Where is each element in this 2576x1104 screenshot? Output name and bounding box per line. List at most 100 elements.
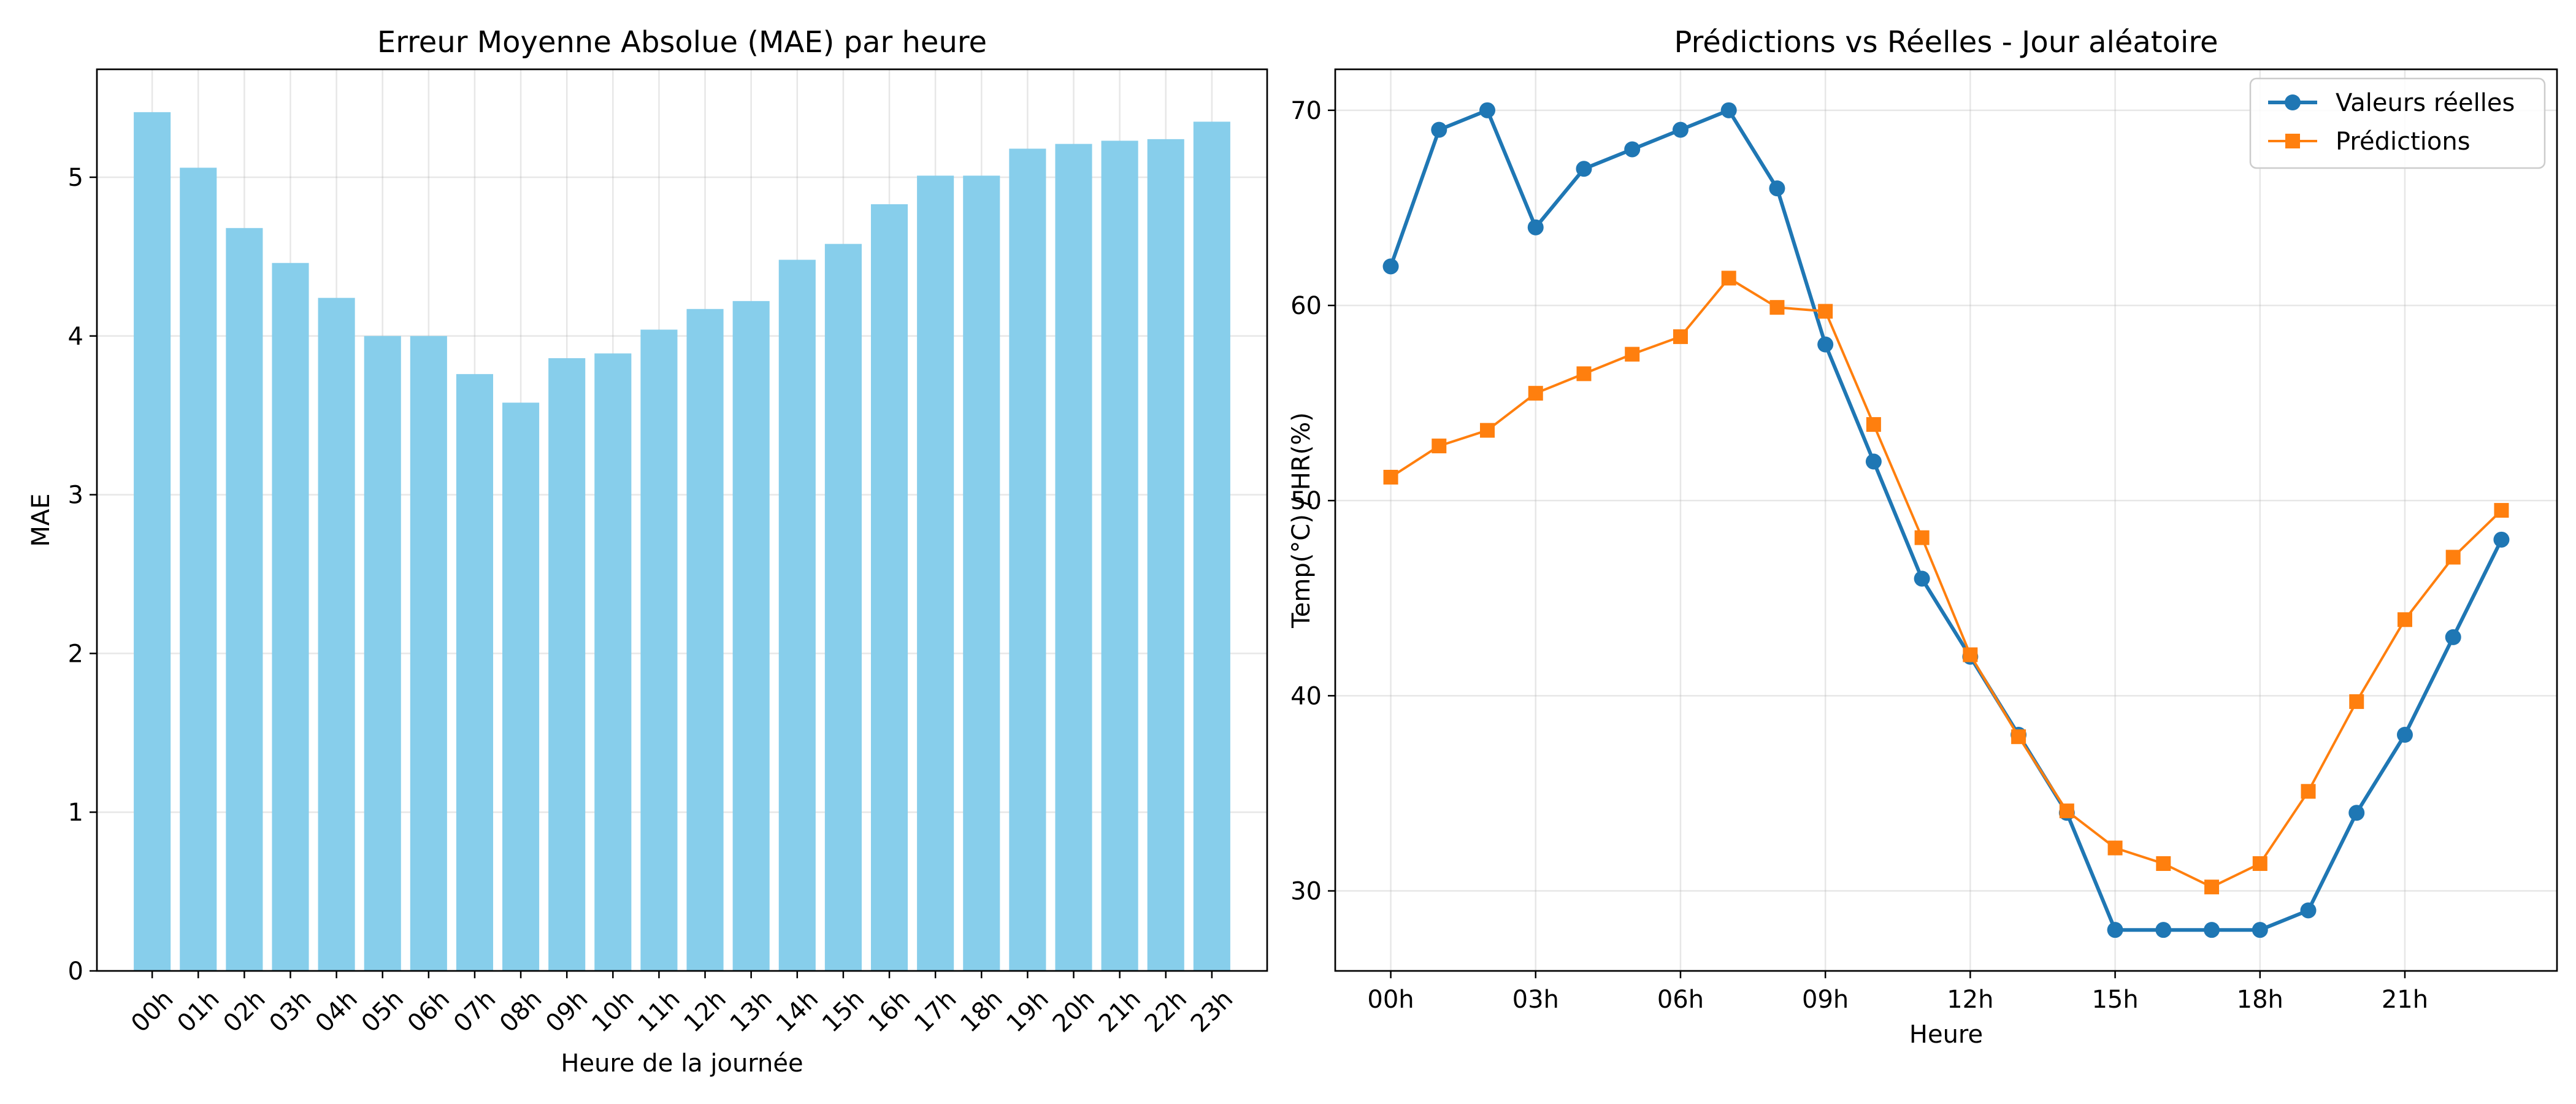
point-predictions-16 (2156, 856, 2171, 871)
right-y-tick-label-60: 60 (1290, 292, 1322, 320)
point-predictions-12 (1963, 647, 1978, 662)
point-predictions-20 (2349, 694, 2364, 709)
bar-20h (1055, 144, 1092, 971)
point-predictions-19 (2301, 784, 2316, 799)
line-series (1382, 102, 2510, 938)
bar-14h (778, 259, 816, 972)
point-valeurs-reelles-0 (1382, 258, 1399, 275)
right-y-tick-label-50: 50 (1290, 487, 1322, 515)
legend-marker-valeurs-reelles (2285, 94, 2301, 110)
point-predictions-10 (1866, 417, 1881, 432)
point-valeurs-reelles-22 (2445, 629, 2461, 645)
right-x-ticks: 00h 03h 06h 09h 12h 15h 18h 21h (1367, 971, 2428, 1014)
point-valeurs-reelles-9 (1817, 336, 1834, 353)
point-valeurs-reelles-17 (2204, 922, 2220, 938)
legend-marker-predictions (2285, 134, 2300, 148)
point-predictions-14 (2059, 803, 2074, 819)
right-x-tick-label-06h: 06h (1657, 986, 1704, 1014)
right-y-tick-label-30: 30 (1290, 878, 1322, 906)
point-predictions-15 (2107, 840, 2123, 856)
left-y-tick-label-0: 0 (68, 957, 83, 986)
bar-23h (1193, 121, 1230, 972)
point-valeurs-reelles-2 (1479, 102, 1496, 118)
point-valeurs-reelles-4 (1576, 161, 1592, 177)
bar-10h (594, 353, 632, 971)
point-valeurs-reelles-10 (1865, 453, 1882, 470)
series-line-valeurs-reelles (1389, 108, 2504, 932)
point-predictions-7 (1721, 270, 1736, 286)
left-y-tick-label-5: 5 (68, 164, 83, 192)
left-y-axis-label: MAE (27, 493, 55, 546)
predictions-line-chart: 00h 03h 06h 09h 12h 15h 18h 21h 30 40 50 60 70 Préd… (1287, 25, 2558, 1049)
bar-09h (548, 358, 586, 971)
series-line-predictions (1390, 277, 2502, 889)
right-y-tick-label-70: 70 (1290, 97, 1322, 125)
bar-00h (134, 112, 171, 972)
left-plot-frame (96, 68, 1268, 972)
bar-17h (917, 175, 954, 971)
point-predictions-11 (1914, 530, 1930, 545)
left-y-ticks: 0 1 2 3 4 5 (68, 164, 97, 986)
point-predictions-22 (2445, 550, 2461, 565)
bar-16h (870, 204, 908, 971)
point-valeurs-reelles-11 (1914, 570, 1930, 587)
point-predictions-3 (1528, 386, 1543, 401)
point-predictions-21 (2397, 612, 2412, 627)
right-x-tick-label-12h: 12h (1947, 986, 1993, 1014)
point-predictions-5 (1625, 347, 1640, 362)
bar-12h (686, 309, 724, 972)
mae-bars (134, 112, 1230, 972)
bar-22h (1147, 139, 1184, 971)
point-predictions-17 (2204, 880, 2220, 895)
point-predictions-1 (1432, 439, 1447, 454)
point-predictions-23 (2494, 503, 2509, 518)
right-x-tick-label-09h: 09h (1802, 986, 1849, 1014)
point-valeurs-reelles-5 (1624, 141, 1641, 158)
left-y-tick-label-3: 3 (68, 481, 83, 510)
bar-02h (226, 228, 263, 971)
legend-box (2249, 77, 2546, 169)
bar-08h (502, 402, 540, 971)
point-predictions-18 (2252, 856, 2267, 871)
bar-06h (410, 335, 447, 971)
point-valeurs-reelles-20 (2348, 805, 2365, 821)
legend: Valeurs réelles Prédictions (2249, 77, 2546, 169)
point-predictions-13 (2011, 729, 2026, 745)
left-y-tick-label-1: 1 (68, 799, 83, 827)
right-chart-title: Prédictions vs Réelles - Jour aléatoire (1674, 25, 2218, 59)
mae-bar-chart: 00h01h02h03h04h05h06h07h08h09h10h11h12h1… (27, 25, 1268, 1078)
bar-13h (732, 301, 770, 972)
right-x-tick-label-15h: 15h (2091, 986, 2138, 1014)
point-valeurs-reelles-16 (2155, 922, 2172, 938)
point-valeurs-reelles-23 (2493, 531, 2510, 548)
bar-05h (364, 335, 401, 971)
point-predictions-4 (1576, 366, 1592, 381)
bar-01h (180, 167, 217, 971)
point-valeurs-reelles-3 (1527, 219, 1544, 236)
legend-label-predictions: Prédictions (2336, 128, 2471, 156)
right-y-axis-label: Temp(°C) / HR(%) (1287, 412, 1316, 629)
point-valeurs-reelles-19 (2300, 902, 2317, 919)
right-y-ticks: 30 40 50 60 70 (1290, 97, 1335, 906)
point-predictions-9 (1818, 304, 1833, 319)
bar-11h (640, 329, 678, 971)
point-valeurs-reelles-8 (1769, 180, 1785, 197)
point-valeurs-reelles-6 (1672, 121, 1689, 138)
bar-21h (1101, 140, 1138, 971)
bar-03h (272, 263, 309, 971)
left-y-tick-label-2: 2 (68, 640, 83, 668)
point-predictions-0 (1383, 470, 1398, 485)
point-valeurs-reelles-1 (1431, 121, 1447, 138)
legend-label-valeurs-reelles: Valeurs réelles (2336, 89, 2515, 117)
point-valeurs-reelles-7 (1720, 102, 1737, 118)
right-grid (1335, 69, 2557, 971)
bar-15h (824, 243, 862, 971)
right-plot-frame (1334, 68, 2558, 972)
series-predictions (1383, 270, 2509, 895)
left-x-axis-label: Heure de la journée (561, 1049, 803, 1078)
right-x-tick-label-21h: 21h (2382, 986, 2428, 1014)
right-x-tick-label-03h: 03h (1512, 986, 1559, 1014)
right-x-tick-label-18h: 18h (2237, 986, 2283, 1014)
point-valeurs-reelles-18 (2252, 922, 2268, 938)
